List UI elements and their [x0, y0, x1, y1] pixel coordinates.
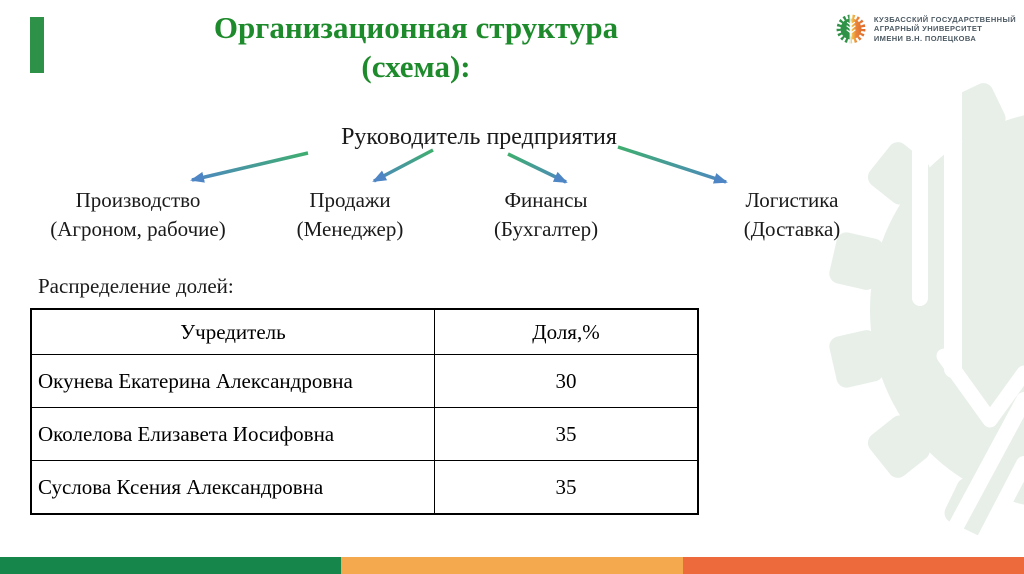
arrow-to-logistics: [617, 145, 728, 184]
shares-label: Распределение долей:: [38, 274, 234, 298]
dept-detail: (Доставка): [743, 217, 841, 241]
university-emblem-icon: [836, 14, 866, 44]
table-header-founder: Учредитель: [30, 308, 435, 355]
dept-node-finance: Финансы (Бухгалтер): [430, 186, 662, 244]
arrow-to-sales: [372, 148, 434, 183]
dept-node-sales: Продажи (Менеджер): [234, 186, 466, 244]
bottom-bar-segment-orange: [682, 557, 1024, 574]
shares-table: Учредитель Доля,% Окунева Екатерина Алек…: [30, 308, 699, 515]
founder-cell: Околелова Елизавета Иосифовна: [30, 407, 435, 461]
page-title-line1: Организационная структура: [213, 10, 619, 45]
dept-detail: (Бухгалтер): [493, 217, 599, 241]
bottom-bar-segment-green: [0, 557, 342, 574]
university-logo: КУЗБАССКИЙ ГОСУДАРСТВЕННЫЙ АГРАРНЫЙ УНИВ…: [834, 12, 1016, 46]
accent-bar: [30, 17, 44, 73]
dept-node-logistics: Логистика (Доставка): [676, 186, 908, 244]
dept-name: Продажи: [309, 188, 391, 212]
founder-cell: Окунева Екатерина Александровна: [30, 354, 435, 408]
arrow-to-production: [190, 151, 309, 183]
page-title: Организационная структура (схема):: [60, 8, 772, 86]
dept-name: Производство: [75, 188, 201, 212]
share-cell: 30: [434, 354, 699, 408]
dept-detail: (Менеджер): [296, 217, 404, 241]
founder-cell: Суслова Ксения Александровна: [30, 460, 435, 515]
arrow-to-finance: [507, 152, 568, 184]
university-name-line3: ИМЕНИ В.Н. ПОЛЕЦКОВА: [873, 33, 977, 43]
dept-node-production: Производство (Агроном, рабочие): [22, 186, 254, 244]
bottom-bar: [0, 557, 1024, 574]
share-cell: 35: [434, 407, 699, 461]
table-header-share: Доля,%: [434, 308, 699, 355]
university-name-line1: КУЗБАССКИЙ ГОСУДАРСТВЕННЫЙ: [873, 14, 1016, 24]
dept-name: Логистика: [745, 188, 839, 212]
table-row: Околелова Елизавета Иосифовна 35: [30, 407, 699, 461]
university-name: КУЗБАССКИЙ ГОСУДАРСТВЕННЫЙ АГРАРНЫЙ УНИВ…: [874, 15, 1016, 44]
table-row: Суслова Ксения Александровна 35: [30, 460, 699, 515]
org-root-node: Руководитель предприятия: [341, 124, 617, 150]
table-header-row: Учредитель Доля,%: [30, 308, 699, 355]
dept-detail: (Агроном, рабочие): [50, 217, 226, 241]
university-name-line2: АГРАРНЫЙ УНИВЕРСИТЕТ: [873, 24, 983, 34]
share-cell: 35: [434, 460, 699, 515]
page-title-line2: (схема):: [361, 49, 471, 84]
table-row: Окунева Екатерина Александровна 30: [30, 354, 699, 408]
gear-wheat-watermark-icon: [829, 82, 1024, 560]
bottom-bar-segment-amber: [341, 557, 683, 574]
dept-name: Финансы: [504, 188, 588, 212]
